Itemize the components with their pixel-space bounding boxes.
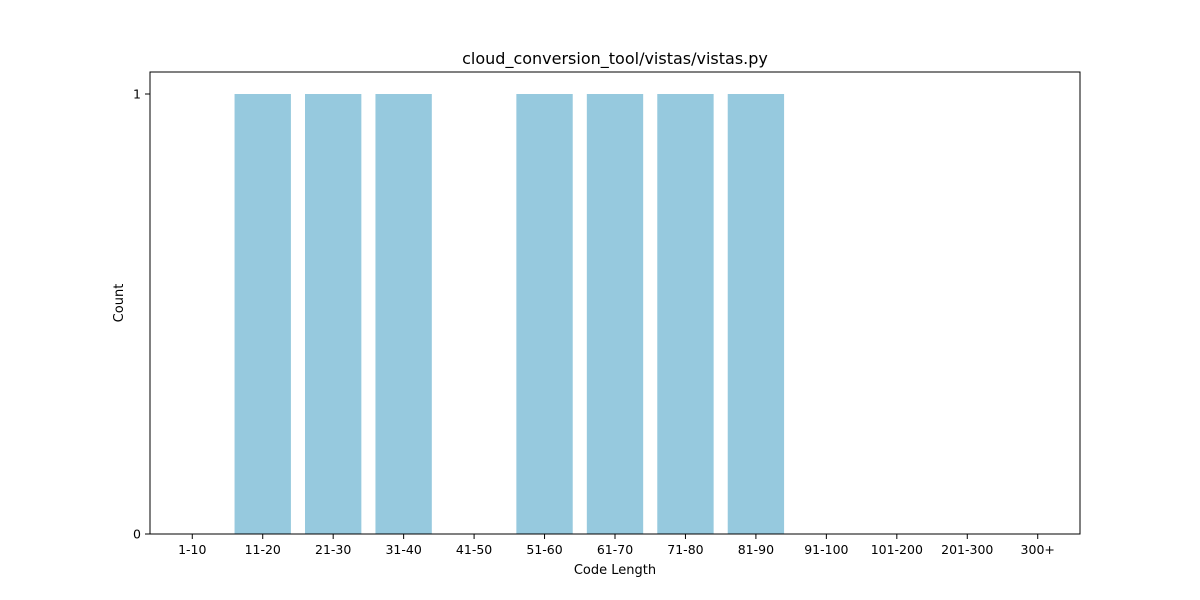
y-tick-label: 1 (133, 87, 141, 102)
x-tick-label: 21-30 (315, 542, 351, 557)
bar-21-30 (305, 94, 362, 534)
y-tick-label: 0 (133, 527, 141, 542)
y-axis-ticks: 01 (133, 87, 150, 542)
bar-11-20 (234, 94, 291, 534)
y-axis-label: Count (112, 284, 127, 323)
x-tick-label: 61-70 (597, 542, 633, 557)
x-axis-label: Code Length (574, 563, 656, 578)
x-tick-label: 101-200 (871, 542, 923, 557)
x-tick-label: 51-60 (526, 542, 562, 557)
bar-51-60 (516, 94, 573, 534)
x-axis-ticks: 1-10 11-20 21-30 31-40 41-50 51-60 61-70 71-80 8… (178, 534, 1055, 557)
bars-group (234, 94, 785, 534)
chart-title: cloud_conversion_tool/vistas/vistas.py (462, 49, 768, 69)
bar-71-80 (657, 94, 714, 534)
x-tick-label: 81-90 (738, 542, 774, 557)
x-tick-label: 41-50 (456, 542, 492, 557)
x-tick-label: 11-20 (245, 542, 281, 557)
x-tick-label: 71-80 (667, 542, 703, 557)
x-tick-label: 91-100 (804, 542, 848, 557)
bar-81-90 (727, 94, 785, 534)
plot-area-frame (149, 71, 1081, 535)
x-tick-label: 31-40 (385, 542, 421, 557)
x-tick-label: 300+ (1021, 542, 1055, 557)
x-tick-label: 201-300 (941, 542, 993, 557)
bar-61-70 (586, 94, 644, 534)
bar-31-40 (375, 94, 432, 534)
x-tick-label: 1-10 (178, 542, 206, 557)
